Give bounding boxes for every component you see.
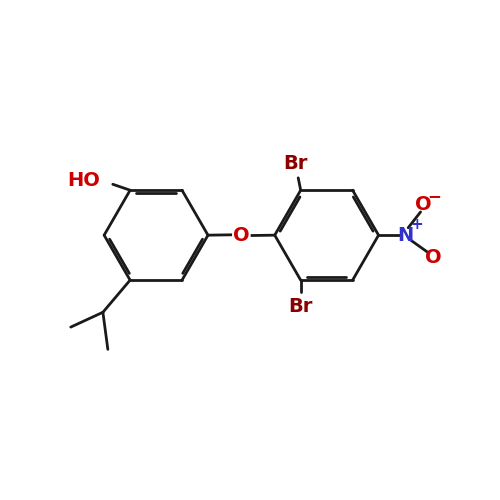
Text: O: O (424, 248, 442, 267)
Text: N: N (398, 226, 414, 244)
Text: −: − (427, 186, 441, 204)
Text: +: + (410, 217, 423, 232)
Text: HO: HO (68, 171, 100, 190)
Text: O: O (414, 195, 432, 214)
Text: Br: Br (284, 154, 308, 173)
Text: Br: Br (288, 298, 313, 316)
Text: O: O (233, 226, 250, 244)
